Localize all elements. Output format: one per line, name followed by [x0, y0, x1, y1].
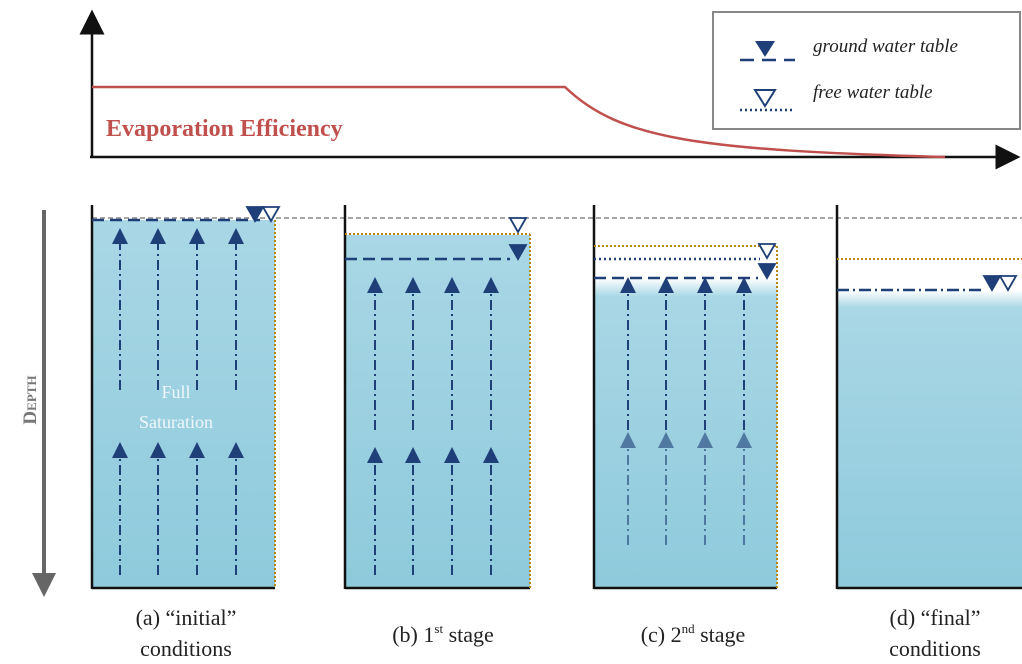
panels [92, 205, 1022, 589]
caption-part: stage [695, 622, 746, 647]
water [345, 235, 530, 588]
caption: conditions [140, 636, 232, 661]
water [594, 278, 777, 588]
caption: (d) “final” [890, 605, 981, 630]
fwt-marker [759, 244, 775, 258]
depth-label: Depth [20, 375, 41, 424]
water [837, 290, 1022, 588]
efficiency-label: Evaporation Efficiency [106, 116, 343, 142]
gwt-marker [247, 207, 263, 221]
fwt-marker [510, 218, 526, 232]
annotation: Full [161, 382, 190, 402]
gwt-marker [759, 264, 775, 278]
caption-sup: nd [682, 621, 696, 636]
caption: conditions [889, 636, 981, 661]
diagram: Evaporation Efficiency ground water tabl… [0, 0, 1022, 664]
caption-part: stage [443, 622, 494, 647]
annotation: Saturation [139, 412, 213, 432]
legend-label: free water table [813, 82, 933, 103]
caption-part: (b) 1 [392, 622, 434, 647]
legend-label: ground water table [813, 36, 958, 57]
caption: (a) “initial” [136, 605, 237, 630]
legend-box [713, 12, 1020, 129]
caption-part: (c) 2 [641, 622, 682, 647]
caption: (b) 1st stage [392, 621, 494, 647]
gwt-marker [984, 276, 1000, 290]
caption: (c) 2nd stage [641, 621, 746, 647]
fwt-marker [1000, 276, 1016, 290]
fwt-marker [263, 207, 279, 221]
